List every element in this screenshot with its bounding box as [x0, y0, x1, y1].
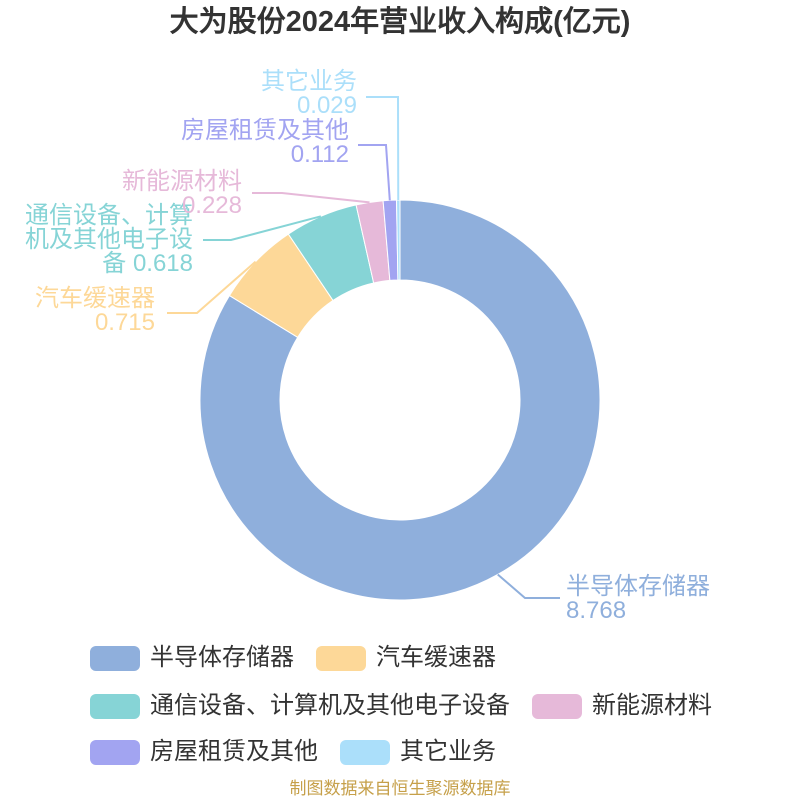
- label-value: 0.112: [290, 141, 349, 168]
- leader-line-other-business: [366, 96, 400, 201]
- label-name: 其它业务: [261, 68, 357, 95]
- legend-label: 其它业务: [400, 738, 496, 765]
- label-value: 8.768: [566, 597, 627, 624]
- label-new-energy-materials: 新能源材料 0.228: [122, 170, 242, 218]
- legend-item-communication-devices[interactable]: 通信设备、计算机及其他电子设备: [90, 693, 510, 719]
- slice-other-business: [396, 199, 401, 281]
- label-name: 房屋租赁及其他: [181, 117, 349, 144]
- label-auto-retarder: 汽车缓速器 0.715: [35, 287, 155, 335]
- label-value: 0.618: [132, 250, 193, 277]
- chart-title: 大为股份2024年营业收入构成(亿元): [169, 6, 631, 38]
- label-value: 0.029: [296, 92, 357, 119]
- label-name: 新能源材料: [122, 168, 242, 195]
- label-communication-devices: 通信设备、计算机及其他电子设备 0.618: [23, 204, 193, 276]
- label-name: 汽车缓速器: [35, 285, 155, 312]
- legend-label: 新能源材料: [592, 692, 712, 719]
- label-name: 半导体存储器: [566, 573, 710, 600]
- legend-swatch: [340, 739, 390, 765]
- label-value: 0.715: [94, 309, 155, 336]
- legend-label: 房屋租赁及其他: [150, 738, 318, 765]
- donut-slices: [199, 199, 601, 601]
- legend-label: 汽车缓速器: [376, 644, 496, 671]
- label-semiconductor-memory: 半导体存储器 8.768: [566, 575, 710, 623]
- legend-item-other-business[interactable]: 其它业务: [340, 739, 496, 765]
- legend-row-3: 房屋租赁及其他 其它业务: [90, 739, 518, 765]
- legend-item-semiconductor-memory[interactable]: 半导体存储器: [90, 645, 294, 671]
- legend-swatch: [316, 645, 366, 671]
- source-note: 制图数据来自恒生聚源数据库: [289, 779, 511, 798]
- legend-row-1: 半导体存储器 汽车缓速器: [90, 645, 518, 671]
- leader-line-auto-retarder: [167, 260, 257, 314]
- legend-swatch: [90, 739, 140, 765]
- legend-item-new-energy-materials[interactable]: 新能源材料: [532, 693, 712, 719]
- legend-item-auto-retarder[interactable]: 汽车缓速器: [316, 645, 496, 671]
- leader-line-communication-devices: [203, 215, 322, 241]
- legend-row-2: 通信设备、计算机及其他电子设备 新能源材料: [90, 693, 734, 719]
- leader-lines: [167, 96, 560, 599]
- label-name: 通信设备、计算机及其他电子设备: [25, 202, 193, 277]
- leader-line-new-energy-materials: [252, 192, 370, 204]
- legend-label: 通信设备、计算机及其他电子设备: [150, 692, 510, 719]
- legend-label: 半导体存储器: [150, 644, 294, 671]
- legend-swatch: [90, 645, 140, 671]
- label-value: 0.228: [181, 192, 242, 219]
- legend-item-property-rental-other[interactable]: 房屋租赁及其他: [90, 739, 318, 765]
- legend-swatch: [90, 693, 140, 719]
- leader-line-semiconductor-memory: [497, 573, 560, 599]
- legend-swatch: [532, 693, 582, 719]
- leader-line-property-rental-other: [358, 144, 391, 201]
- slice-semiconductor-memory: [199, 199, 601, 601]
- label-property-rental-other: 房屋租赁及其他 0.112: [181, 119, 349, 167]
- label-other-business: 其它业务 0.029: [261, 70, 357, 118]
